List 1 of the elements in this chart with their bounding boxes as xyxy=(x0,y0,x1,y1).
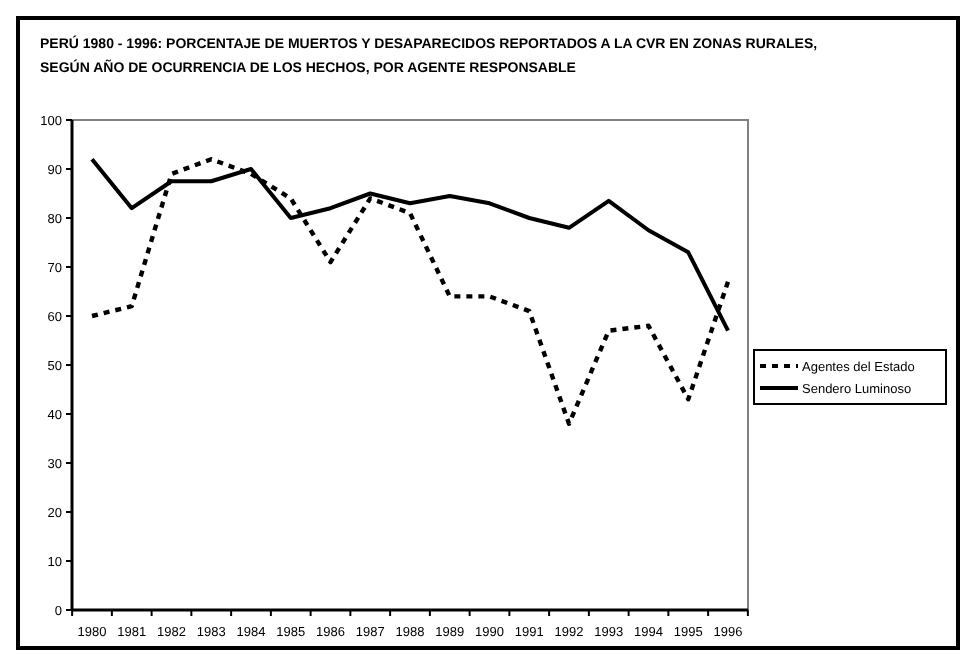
line-series xyxy=(89,157,731,426)
